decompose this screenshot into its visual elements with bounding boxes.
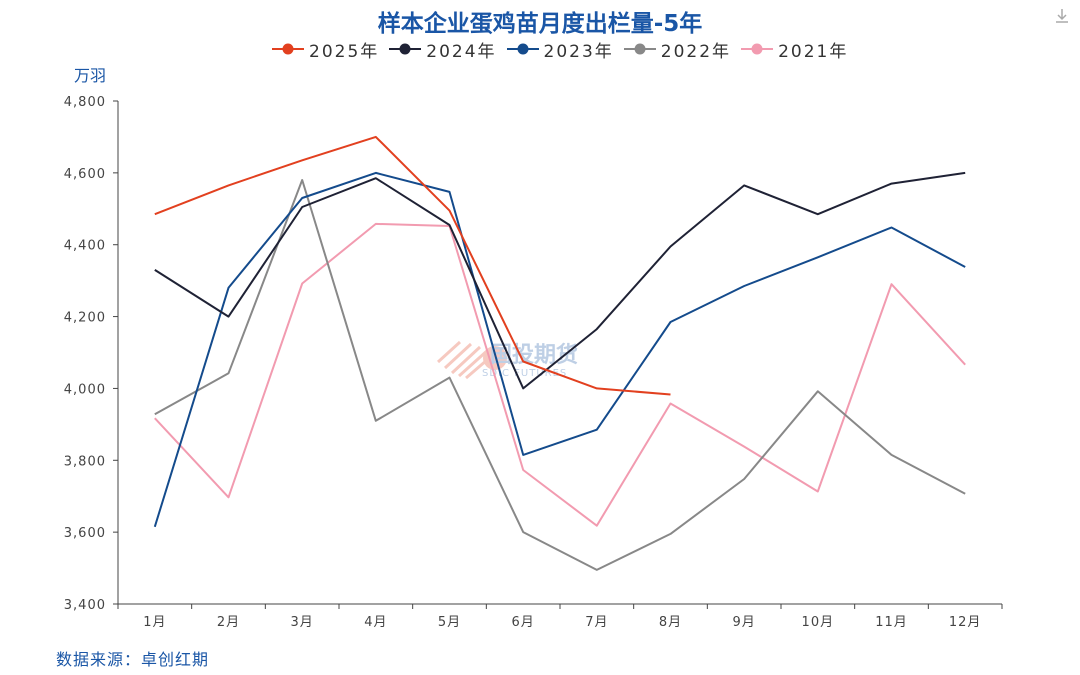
legend-item[interactable]: 2022年 [622, 37, 731, 62]
series-line-2025年 [154, 135, 671, 396]
watermark-en: SDIC FUTURES [482, 368, 567, 379]
series-line-2021年 [154, 222, 966, 527]
y-tick-label: 3,800 [64, 454, 106, 469]
chart-title: 样本企业蛋鸡苗月度出栏量-5年 [377, 11, 703, 37]
y-tick-label: 4,200 [64, 311, 106, 326]
series-layer [153, 135, 966, 571]
y-tick-label: 4,600 [64, 167, 106, 182]
legend-label: 2021年 [778, 41, 849, 62]
legend: 2025年 2024年 2023年 2022年 2021年 [270, 37, 856, 62]
y-tick-label: 4,400 [64, 239, 106, 254]
legend-item[interactable]: 2021年 [739, 37, 848, 62]
y-tick-label: 3,400 [64, 598, 106, 613]
x-tick-label: 7月 [585, 615, 608, 630]
legend-swatch-icon [741, 43, 774, 55]
x-tick-label: 10月 [802, 615, 835, 630]
x-tick-label: 11月 [875, 615, 908, 630]
legend-label: 2025年 [309, 41, 380, 62]
y-tick-label: 3,600 [64, 526, 106, 541]
x-tick-label: 2月 [217, 615, 240, 630]
legend-label: 2024年 [426, 41, 497, 62]
series-line-2024年 [154, 171, 966, 390]
legend-item[interactable]: 2024年 [387, 37, 496, 62]
x-tick-label: 5月 [438, 615, 461, 630]
legend-item[interactable]: 2023年 [505, 37, 614, 62]
y-axis-unit-label: 万羽 [74, 66, 107, 85]
source-note: 数据来源：卓创红期 [56, 650, 210, 669]
legend-label: 2022年 [660, 41, 732, 62]
download-icon[interactable] [1052, 6, 1072, 26]
legend-label: 2023年 [543, 41, 614, 62]
series-line-2023年 [153, 171, 966, 528]
x-tick-label: 1月 [143, 615, 166, 630]
x-tick-label: 4月 [364, 615, 387, 630]
y-tick-label: 4,800 [64, 95, 106, 110]
x-tick-label: 9月 [733, 615, 756, 630]
axes: 3,400 3,600 3,800 4,000 4,200 4,400 4,600 4,800… [64, 95, 1003, 630]
legend-item[interactable]: 2025年 [270, 37, 379, 62]
legend-swatch-icon [623, 43, 656, 55]
y-tick-label: 4,000 [64, 382, 106, 397]
x-tick-label: 6月 [512, 615, 535, 630]
legend-swatch-icon [272, 43, 304, 55]
x-tick-label: 8月 [659, 615, 682, 630]
legend-swatch-icon [389, 43, 422, 55]
x-tick-label: 3月 [291, 615, 314, 630]
watermark-logo-icon [436, 340, 507, 380]
x-tick-label: 12月 [949, 615, 982, 630]
legend-swatch-icon [506, 43, 539, 55]
